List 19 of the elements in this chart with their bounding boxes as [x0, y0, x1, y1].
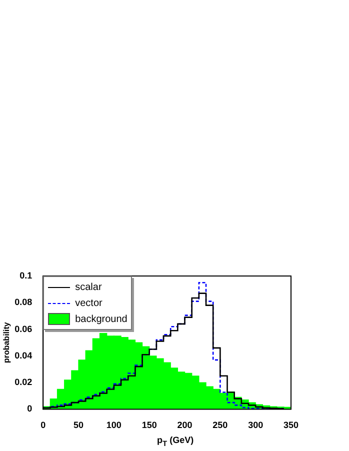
y-tick-label: 0.1 [20, 270, 32, 280]
x-tick-label: 150 [142, 420, 157, 430]
y-tick-label: 0.04 [14, 350, 32, 360]
y-tick-label: 0 [27, 404, 32, 414]
x-tick-label: 100 [106, 420, 122, 430]
x-tick-label: 50 [74, 420, 84, 430]
y-tick-label: 0.02 [14, 377, 32, 388]
x-tick-label: 0 [40, 420, 46, 430]
x-tick-label: 300 [248, 420, 264, 430]
legend-label: vector [75, 298, 102, 308]
x-tick-label: 350 [283, 420, 299, 430]
legend-label: background [75, 314, 128, 324]
x-axis-title: p$_{T}$ (GeV) [157, 435, 194, 448]
legend-label: scalar [75, 282, 102, 292]
x-tick-label: 250 [212, 420, 228, 430]
x-tick-label: 200 [177, 420, 192, 430]
y-axis-title: probability [2, 322, 12, 364]
y-tick-label: 0.06 [14, 324, 32, 334]
y-tick-label: 0.08 [14, 297, 32, 308]
